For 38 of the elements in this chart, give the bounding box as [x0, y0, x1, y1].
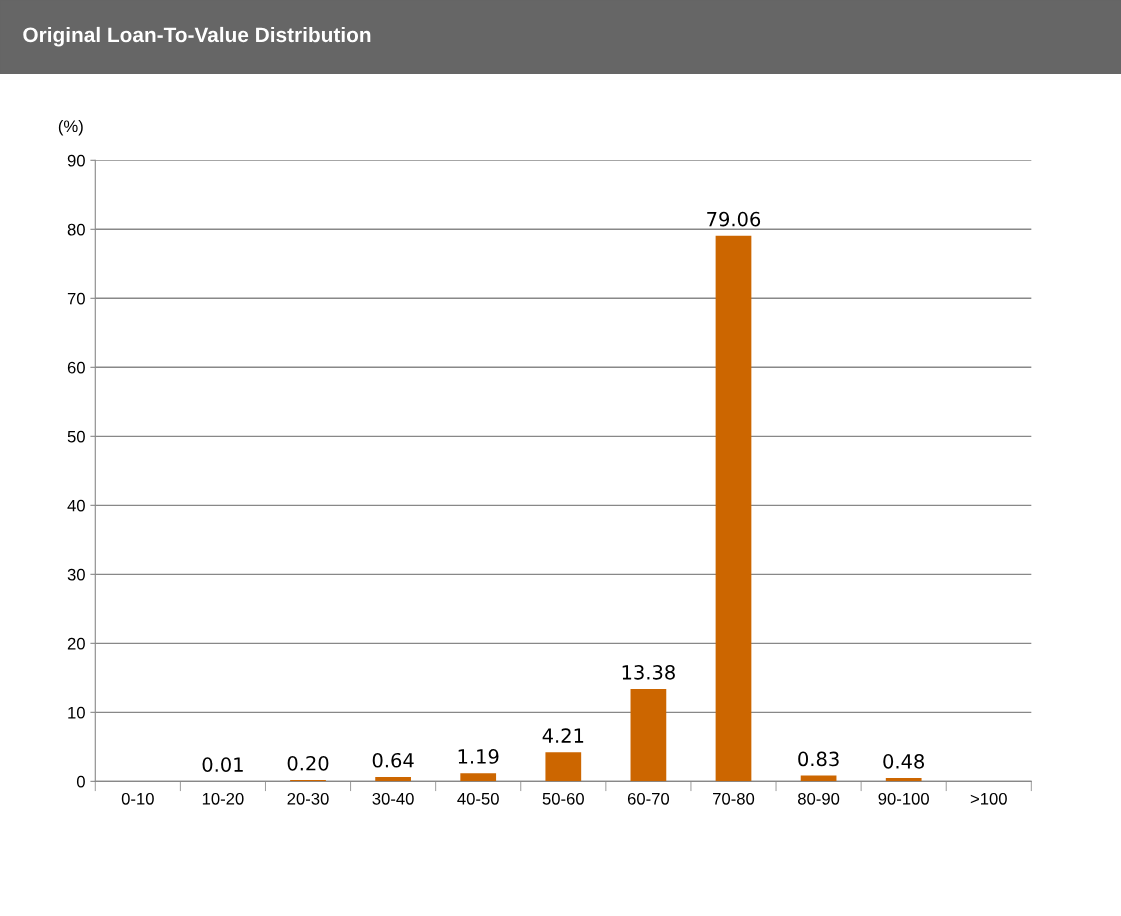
y-axis-title: (%): [58, 119, 83, 136]
data-label: 0.83: [798, 751, 839, 767]
data-label: 0.48: [883, 754, 924, 769]
x-tick-label: 30-40: [372, 792, 414, 805]
x-tick-label: 60-70: [627, 792, 670, 805]
bar: [715, 235, 752, 782]
chart-title: Original Loan-To-Value Distribution: [23, 26, 371, 47]
y-tick-label: 40: [67, 499, 85, 512]
bar: [885, 778, 922, 782]
bar: [545, 752, 582, 782]
bar: [375, 776, 411, 782]
data-label: 0.20: [287, 755, 329, 771]
x-tick-label: 0-10: [121, 792, 154, 805]
y-tick-label: 50: [67, 430, 85, 443]
x-tick-label: 40-50: [457, 792, 499, 805]
x-tick-label: >100: [970, 792, 1007, 805]
x-tick-label: 80-90: [798, 792, 840, 805]
data-label: 0.64: [372, 752, 414, 768]
y-tick-label: 90: [67, 154, 85, 167]
bar: [460, 773, 497, 782]
x-tick-label: 90-100: [878, 792, 929, 805]
y-tick-label: 60: [67, 361, 85, 374]
x-tick-label: 10-20: [202, 792, 244, 805]
y-tick-label: 30: [67, 568, 85, 581]
bar: [630, 689, 667, 782]
y-tick-label: 80: [67, 223, 85, 236]
data-label: 1.19: [458, 749, 499, 764]
y-tick-label: 10: [68, 706, 85, 719]
x-tick-label: 20-30: [287, 792, 329, 805]
x-tick-label: 70-80: [713, 792, 755, 805]
data-label: 13.38: [622, 664, 675, 680]
data-label: 0.01: [202, 757, 243, 772]
data-label: 79.06: [707, 211, 761, 227]
y-tick-label: 0: [76, 775, 85, 788]
y-tick-label: 20: [67, 637, 85, 650]
data-label: 4.21: [542, 728, 584, 743]
x-tick-label: 50-60: [542, 792, 584, 805]
y-tick-label: 70: [67, 292, 85, 305]
